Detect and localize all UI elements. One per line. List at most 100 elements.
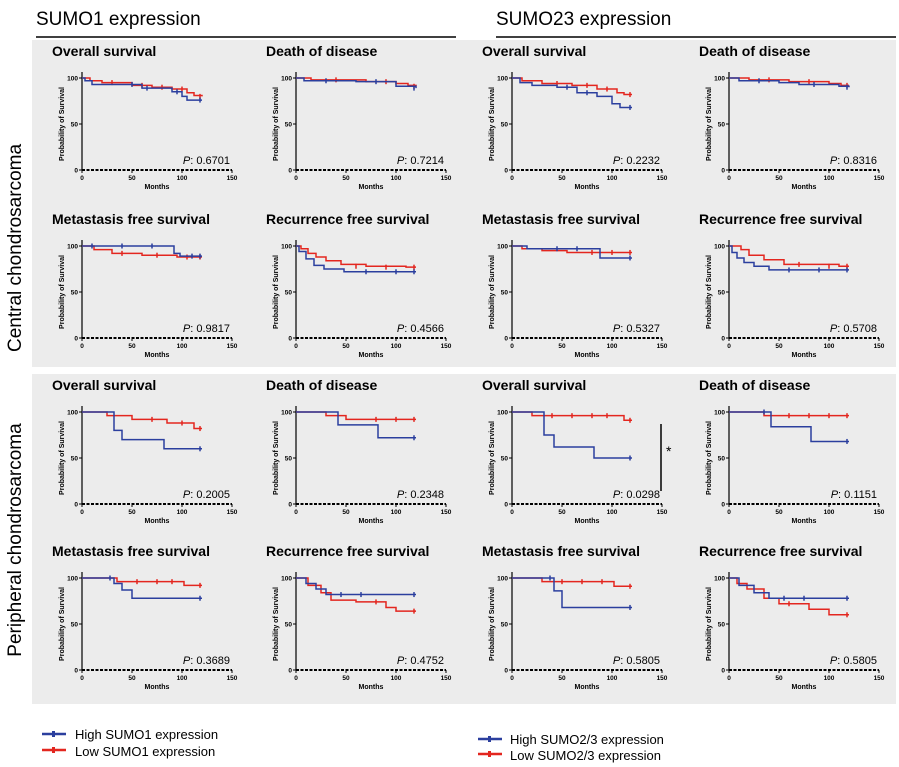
panel-title: Recurrence free survival (699, 211, 862, 227)
x-tick-label: 50 (775, 675, 783, 682)
y-tick-label: 100 (714, 75, 725, 82)
y-axis-label: Probability of Survival (706, 421, 713, 495)
survival-curve-high (512, 577, 632, 609)
p-value-symbol: P (831, 489, 839, 501)
p-value: P: 0.3689 (183, 655, 230, 667)
legend-label-low-sumo1: Low SUMO1 expression (75, 744, 215, 759)
x-tick-label: 150 (227, 675, 238, 682)
row-title-peripheral: Peripheral chondrosarcoma (5, 423, 26, 657)
x-tick-label: 50 (342, 175, 350, 182)
x-tick-label: 50 (775, 343, 783, 350)
y-tick-label: 0 (504, 335, 508, 342)
km-panel: Death of disease 0 50 100 0 50 100 150 Months Pro… (699, 43, 885, 191)
panel-title: Overall survival (52, 377, 156, 393)
panel-title: Metastasis free survival (52, 543, 210, 559)
legend-label-high-sumo1: High SUMO1 expression (75, 727, 218, 742)
p-value: P: 0.1151 (831, 489, 877, 501)
p-value-symbol: P (830, 155, 838, 167)
row-title-central: Central chondrosarcoma (5, 144, 26, 352)
km-panel: Overall survival 0 50 100 0 50 100 150 Months Pro… (52, 43, 238, 191)
p-value-number: : 0.5327 (620, 323, 660, 335)
y-tick-label: 50 (71, 621, 79, 628)
km-panel: Overall survival 0 50 100 0 50 100 150 Months Pro… (482, 43, 668, 191)
y-axis-label: Probability of Survival (59, 87, 66, 161)
panel-title: Death of disease (266, 377, 377, 393)
x-axis-label: Months (792, 352, 817, 359)
x-tick-label: 100 (177, 343, 188, 350)
y-axis-label: Probability of Survival (706, 587, 713, 661)
x-tick-label: 100 (177, 509, 188, 516)
survival-curve-high (729, 411, 849, 443)
p-value: P: 0.2348 (397, 489, 444, 501)
x-tick-label: 0 (727, 509, 731, 516)
km-panel: Death of disease 0 50 100 0 50 100 150 Months Pro… (266, 43, 452, 191)
x-tick-label: 150 (227, 509, 238, 516)
p-value-number: : 0.4566 (404, 323, 444, 335)
y-tick-label: 50 (285, 289, 293, 296)
x-tick-label: 0 (510, 343, 514, 350)
y-tick-label: 0 (74, 167, 78, 174)
y-axis-label: Probability of Survival (273, 255, 280, 329)
y-tick-label: 50 (285, 455, 293, 462)
km-panel: Overall survival 0 50 100 0 50 100 150 Months Pro… (52, 377, 238, 525)
panel-title: Recurrence free survival (266, 543, 429, 559)
x-tick-label: 0 (80, 675, 84, 682)
y-axis-label: Probability of Survival (273, 421, 280, 495)
km-panel: Recurrence free survival 0 50 100 0 50 100 150 M… (266, 211, 452, 359)
legend-item-low-sumo1: Low SUMO1 expression (42, 744, 215, 759)
y-tick-label: 50 (71, 455, 79, 462)
y-tick-label: 50 (501, 455, 509, 462)
p-value-symbol: P (397, 323, 405, 335)
km-panel: Recurrence free survival 0 50 100 0 50 100 150 M… (266, 543, 452, 691)
p-value-number: : 0.8316 (837, 155, 877, 167)
x-axis-label: Months (359, 184, 384, 191)
p-value-number: : 0.5708 (837, 323, 877, 335)
x-tick-label: 100 (391, 509, 402, 516)
x-tick-label: 0 (510, 509, 514, 516)
x-tick-label: 0 (294, 675, 298, 682)
legend-item-high-sumo1: High SUMO1 expression (42, 727, 218, 742)
x-tick-label: 150 (874, 175, 885, 182)
y-axis-label: Probability of Survival (706, 255, 713, 329)
km-panel: Metastasis free survival 0 50 100 0 50 100 150 M… (482, 543, 668, 691)
y-tick-label: 0 (74, 335, 78, 342)
y-tick-label: 100 (497, 575, 508, 582)
p-value: P: 0.4752 (397, 655, 444, 667)
legend-tick-high-sumo23 (488, 736, 491, 742)
panel-title: Death of disease (266, 43, 377, 59)
y-tick-label: 50 (501, 121, 509, 128)
survival-curve-high (729, 577, 849, 599)
y-tick-label: 0 (504, 667, 508, 674)
y-tick-label: 100 (497, 409, 508, 416)
x-axis-label: Months (145, 684, 170, 691)
survival-curve-low (82, 77, 203, 97)
x-tick-label: 100 (177, 175, 188, 182)
p-value-number: : 0.2348 (404, 489, 444, 501)
legend-label-high-sumo23: High SUMO2/3 expression (510, 732, 664, 747)
y-tick-label: 100 (281, 75, 292, 82)
y-tick-label: 0 (74, 667, 78, 674)
km-panel: Death of disease 0 50 100 0 50 100 150 Months Pro… (266, 377, 452, 525)
y-axis-label: Probability of Survival (59, 587, 66, 661)
x-axis-label: Months (792, 518, 817, 525)
p-value-symbol: P (183, 155, 191, 167)
survival-curve-low (729, 245, 849, 267)
p-value-number: : 0.1151 (838, 489, 877, 501)
km-panel: Metastasis free survival 0 50 100 0 50 100 150 M… (52, 543, 238, 691)
x-tick-label: 0 (80, 175, 84, 182)
x-tick-label: 100 (177, 675, 188, 682)
y-tick-label: 50 (501, 289, 509, 296)
x-axis-label: Months (359, 352, 384, 359)
km-panel: Recurrence free survival 0 50 100 0 50 100 150 M… (699, 543, 885, 691)
y-tick-label: 50 (718, 621, 726, 628)
p-value-number: : 0.6701 (190, 155, 230, 167)
p-value: P: 0.5708 (830, 323, 877, 335)
y-tick-label: 0 (74, 501, 78, 508)
y-tick-label: 100 (714, 243, 725, 250)
x-axis-label: Months (359, 518, 384, 525)
x-tick-label: 100 (607, 343, 618, 350)
x-axis-label: Months (792, 184, 817, 191)
x-tick-label: 0 (294, 343, 298, 350)
x-tick-label: 150 (657, 343, 668, 350)
